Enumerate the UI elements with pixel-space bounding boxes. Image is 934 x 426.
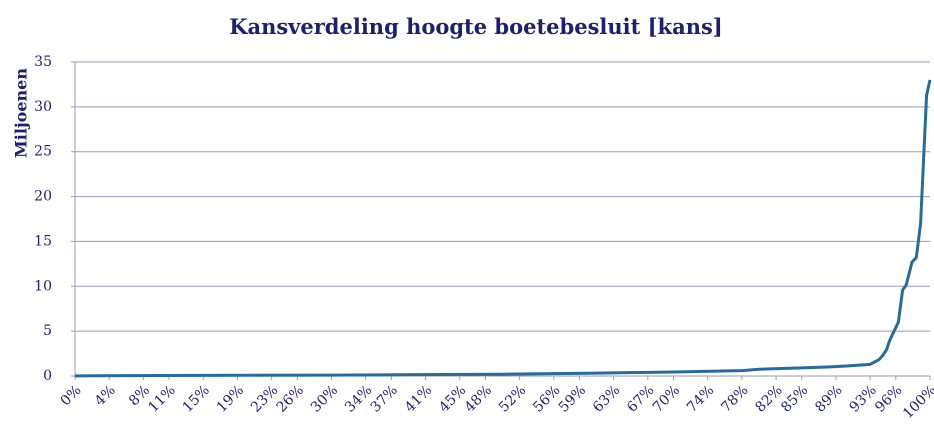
y-tick-label: 0 [43, 368, 52, 384]
x-tick-label: 67% [624, 382, 657, 415]
x-tick-label: 15% [180, 382, 213, 415]
x-tick-label: 0% [58, 382, 85, 409]
x-tick-label: 30% [308, 382, 341, 415]
x-tick-label: 74% [684, 382, 717, 415]
x-tick-label: 63% [590, 382, 623, 415]
x-tick-label: 4% [92, 382, 119, 409]
x-tick-label: 89% [812, 382, 845, 415]
x-tick-label: 59% [556, 382, 589, 415]
x-tick-label: 37% [368, 382, 401, 415]
x-tick-label: 19% [214, 382, 247, 415]
y-tick-label: 20 [34, 189, 52, 205]
y-tick-label: 10 [34, 278, 52, 294]
chart-title: Kansverdeling hoogte boetebesluit [kans] [229, 14, 723, 39]
x-tick-label: 11% [145, 382, 178, 415]
y-axis-label: Miljoenen [12, 68, 31, 158]
x-tick-label: 52% [496, 382, 529, 415]
x-tick-label: 85% [778, 382, 811, 415]
x-tick-label: 48% [462, 382, 495, 415]
x-tick-label: 100% [900, 382, 934, 422]
x-tick-label: 56% [530, 382, 563, 415]
x-tick-label: 78% [718, 382, 751, 415]
x-tick-label: 70% [650, 382, 683, 415]
x-tick-label: 23% [248, 382, 281, 415]
y-tick-label: 15 [34, 233, 52, 249]
line-series [74, 79, 932, 378]
y-tick-label: 30 [34, 99, 52, 115]
y-tick-label: 5 [43, 323, 52, 339]
x-tick-label: 34% [342, 382, 375, 415]
y-tick-label: 25 [34, 144, 52, 160]
y-tick-label: 35 [34, 54, 52, 70]
x-tick-label: 41% [402, 382, 435, 415]
x-tick-label: 82% [752, 382, 785, 415]
x-tick-label: 93% [846, 382, 879, 415]
x-tick-label: 45% [436, 382, 469, 415]
x-tick-label: 26% [274, 382, 307, 415]
